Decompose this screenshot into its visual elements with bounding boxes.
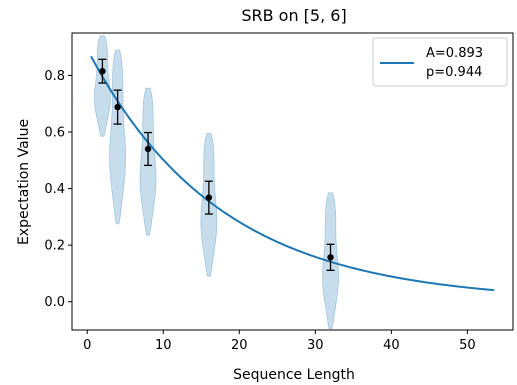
mean-point-0 <box>99 67 106 75</box>
x-ticks: 0 10 20 30 40 50 <box>83 330 476 353</box>
x-tick-label-2: 20 <box>231 338 248 353</box>
violin-layer <box>94 35 340 329</box>
y-tick-label-0: 0.0 <box>44 295 65 310</box>
violin-1 <box>109 49 127 225</box>
y-axis-label: Expectation Value <box>16 119 32 245</box>
mean-point-2 <box>144 145 152 153</box>
fit-layer <box>90 55 495 292</box>
x-tick-label-3: 30 <box>307 338 324 353</box>
x-tick-label-5: 50 <box>459 338 476 353</box>
legend-box <box>372 37 508 87</box>
violin-0 <box>94 35 111 137</box>
legend: A=0.893 p=0.944 <box>372 37 508 87</box>
fit-curve <box>90 55 495 292</box>
y-tick-label-2: 0.4 <box>44 182 65 197</box>
errorbar-layer <box>98 58 335 271</box>
mean-point-4 <box>327 254 334 261</box>
y-tick-label-3: 0.6 <box>44 126 65 141</box>
x-tick-label-0: 0 <box>83 338 91 353</box>
legend-label-p: p=0.944 <box>426 65 482 80</box>
x-axis-label: Sequence Length <box>233 367 355 383</box>
legend-label-a: A=0.893 <box>426 46 483 61</box>
plot-frame <box>71 32 514 331</box>
x-tick-label-4: 40 <box>383 338 400 353</box>
chart-title: SRB on [5, 6] <box>241 6 346 25</box>
y-tick-label-1: 0.2 <box>44 239 65 254</box>
x-tick-label-1: 10 <box>155 338 172 353</box>
mean-point-3 <box>205 194 213 201</box>
mean-point-1 <box>114 103 121 111</box>
y-tick-label-4: 0.8 <box>44 69 65 84</box>
y-ticks: 0.0 0.2 0.4 0.6 0.8 <box>44 69 72 310</box>
